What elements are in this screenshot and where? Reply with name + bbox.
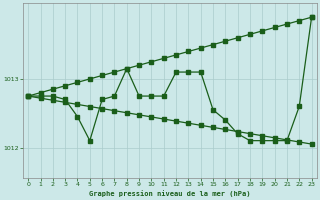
- X-axis label: Graphe pression niveau de la mer (hPa): Graphe pression niveau de la mer (hPa): [89, 190, 251, 197]
